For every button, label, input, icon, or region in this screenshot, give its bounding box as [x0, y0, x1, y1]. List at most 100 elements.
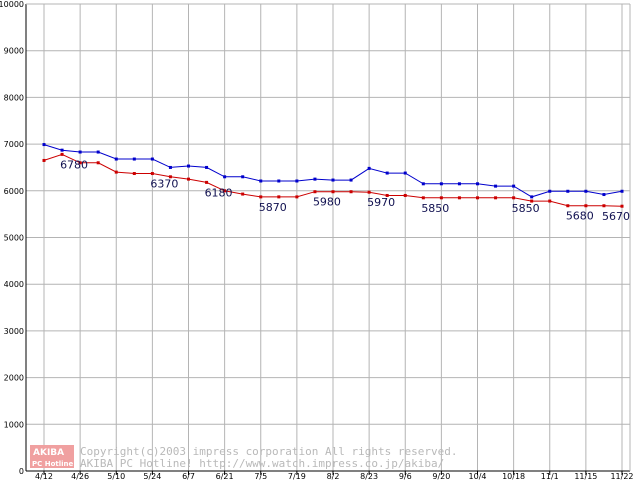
series-2-point: [114, 170, 118, 174]
x-tick-labels: 4/12 4/26 5/10 5/24 6/7 6/21 7/5 7/19 8/2 8/23 9/6…: [35, 472, 634, 480]
series-1-point: [42, 143, 46, 147]
data-label: 5680: [566, 210, 594, 223]
watermark-logo-bottom: PC Hotline!: [32, 460, 76, 468]
series-2-point: [620, 204, 624, 208]
data-label: 5870: [259, 201, 287, 214]
data-label: 6370: [150, 178, 178, 191]
x-tick-label: 9/6: [399, 472, 412, 480]
y-tick-label: 8000: [4, 93, 24, 102]
y-tick-label: 7000: [4, 140, 24, 149]
series-2-point: [168, 175, 172, 179]
axes: [25, 3, 631, 475]
x-tick-label: 10/4: [469, 472, 487, 480]
series-2-point: [205, 180, 209, 184]
series-1-point: [331, 178, 335, 182]
series-1-point: [367, 166, 371, 170]
series-2-point: [259, 195, 263, 199]
series-1-point: [223, 175, 227, 179]
watermark-logo-bottom-box: [30, 458, 74, 468]
series-1-point: [259, 179, 263, 183]
y-tick-label: 4000: [4, 280, 24, 289]
series-2-point: [421, 196, 425, 200]
x-tick-label: 8/23: [360, 472, 378, 480]
series-1-point: [168, 165, 172, 169]
x-tick-label: 11/15: [574, 472, 597, 480]
series-1-point: [96, 150, 100, 154]
series-2-point: [223, 189, 227, 193]
series-2-point: [476, 196, 479, 200]
series-2-point: [367, 190, 371, 194]
series-2-point: [295, 195, 299, 199]
series-2-point: [277, 195, 281, 199]
series-2-point: [42, 158, 46, 162]
data-label: 5850: [421, 202, 449, 215]
watermark-logo-top: AKIBA: [33, 448, 64, 458]
data-label: 5670: [602, 210, 630, 223]
watermark: AKIBA PC Hotline! Copyright(c)2003 impre…: [30, 445, 458, 470]
series-2-point: [331, 190, 335, 194]
series-1-point: [205, 165, 209, 169]
x-tick-label: 11/22: [610, 472, 633, 480]
series-1-point: [78, 150, 82, 154]
series-2-point: [385, 193, 389, 197]
y-tick-labels: 0 1000 2000 3000 4000 5000 6000 7000 8000 9000 100…: [0, 0, 24, 476]
series-1-point: [439, 182, 443, 186]
series-2-point: [602, 204, 606, 208]
watermark-copyright: Copyright(c)2003 impress corporation All…: [80, 445, 458, 458]
series-1-point: [385, 171, 389, 175]
x-tick-label: 7/5: [254, 472, 267, 480]
series-1-point: [277, 179, 281, 183]
data-labels: 6780 6370 6180 5870 5980 5970 5850 5850 5680 5670: [60, 158, 630, 223]
series-2-point: [530, 199, 534, 203]
series-1-point: [494, 184, 498, 188]
series-2-point: [584, 204, 588, 208]
x-tick-label: 11/1: [541, 472, 559, 480]
series-2-point: [548, 199, 552, 203]
x-tick-label: 5/10: [107, 472, 125, 480]
series-2-point: [457, 196, 461, 200]
series-1-point: [349, 178, 353, 182]
data-label: 5980: [313, 196, 341, 209]
series-1-point: [620, 189, 624, 193]
series-1-point: [512, 184, 516, 188]
y-tick-label: 5000: [4, 234, 24, 243]
series-group: [42, 143, 624, 208]
series-1-point: [403, 171, 407, 175]
series-1-point: [457, 182, 461, 186]
data-label: 6180: [205, 186, 233, 199]
y-tick-label: 1000: [4, 420, 24, 429]
series-1-point: [476, 182, 479, 186]
series-2-point: [566, 204, 570, 208]
series-1-point: [548, 189, 552, 193]
data-label: 5970: [367, 196, 395, 209]
watermark-logo-top-box: [30, 445, 74, 458]
series-1-point: [295, 179, 299, 183]
x-tick-label: 4/12: [35, 472, 53, 480]
series-2-point: [132, 172, 136, 176]
series-2-point: [60, 152, 64, 156]
x-tick-label: 6/21: [216, 472, 234, 480]
y-tick-label: 10000: [0, 0, 24, 9]
series-2-point: [187, 177, 190, 181]
x-tick-label: 7/19: [288, 472, 306, 480]
series-1-point: [132, 157, 136, 161]
x-tick-label: 10/18: [502, 472, 525, 480]
series-2-point: [150, 172, 154, 176]
x-tick-label: 6/7: [182, 472, 195, 480]
y-tick-label: 2000: [4, 374, 24, 383]
series-1-point: [150, 157, 154, 161]
series-2-point: [439, 196, 443, 200]
series-2-point: [78, 161, 82, 165]
x-tick-label: 4/26: [71, 472, 89, 480]
data-label: 5850: [512, 202, 540, 215]
series-2-point: [494, 196, 498, 200]
series-1-point: [566, 189, 570, 193]
series-1-point: [60, 148, 64, 152]
series-1-point: [313, 177, 317, 181]
x-tick-label: 9/20: [432, 472, 450, 480]
x-tick-label: 5/24: [143, 472, 161, 480]
y-tick-label: 0: [19, 467, 24, 476]
series-2-point: [403, 193, 407, 197]
series-1-point: [530, 195, 534, 199]
